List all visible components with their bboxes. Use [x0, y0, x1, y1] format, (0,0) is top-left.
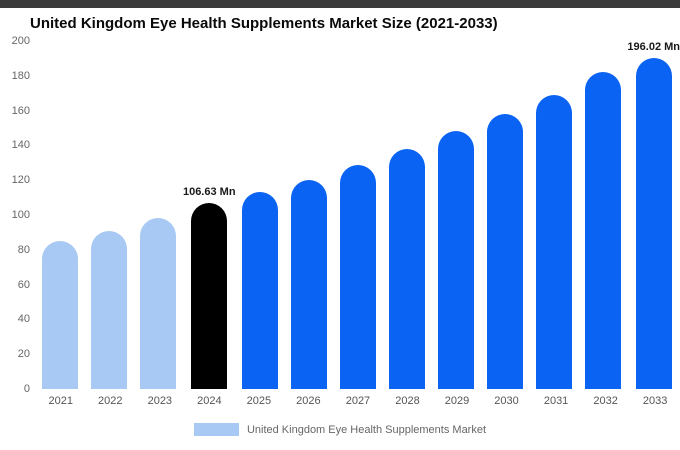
legend-label: United Kingdom Eye Health Supplements Ma…	[246, 423, 487, 436]
y-tick-label: 180	[11, 69, 30, 82]
bar-2026[interactable]	[291, 180, 328, 389]
y-tick-label: 120	[11, 174, 30, 187]
x-tick-label: 2032	[593, 395, 618, 407]
bar-2025[interactable]	[242, 192, 279, 389]
bar-slot	[578, 41, 627, 389]
chart-plot-area: 0 20 40 60 80 100 120 140 160 180 200 106.63 Mn 196…	[0, 35, 680, 395]
y-tick-label: 200	[11, 35, 30, 47]
bar-slot	[334, 41, 383, 389]
bar-slot	[134, 41, 183, 389]
y-tick-label: 60	[17, 278, 30, 291]
x-tick-label: 2029	[444, 395, 470, 407]
bar-value-label: 106.63 Mn	[182, 186, 236, 199]
y-tick-label: 0	[23, 383, 30, 395]
bar-series: 106.63 Mn 196.02 Mn	[36, 41, 680, 389]
bar-slot: 196.02 Mn	[627, 41, 680, 389]
bar-2032[interactable]	[584, 72, 621, 389]
bar-2030[interactable]	[486, 114, 523, 389]
bar-slot	[383, 41, 432, 389]
y-tick-label: 160	[11, 104, 30, 117]
x-tick-label: 2022	[98, 395, 123, 407]
legend-swatch-icon	[193, 423, 239, 436]
x-tick-label: 2026	[296, 395, 321, 407]
y-tick-label: 100	[11, 209, 30, 221]
bar-2028[interactable]	[388, 148, 425, 389]
bar-2031[interactable]	[535, 94, 572, 389]
bar-slot	[236, 41, 285, 389]
x-tick-label: 2025	[246, 395, 272, 407]
x-tick-label: 2033	[642, 395, 668, 407]
y-tick-label: 40	[17, 313, 30, 326]
bar-slot	[85, 41, 134, 389]
y-tick-label: 20	[17, 348, 30, 361]
bar-slot	[431, 41, 480, 389]
x-tick-label: 2030	[494, 395, 519, 407]
legend[interactable]: United Kingdom Eye Health Supplements Ma…	[0, 423, 680, 436]
x-tick-label: 2024	[197, 395, 222, 407]
bar-2021[interactable]	[42, 241, 79, 389]
x-tick-label: 2031	[543, 395, 569, 407]
y-axis: 0 20 40 60 80 100 120 140 160 180 200	[0, 35, 30, 395]
top-strip	[0, 0, 680, 8]
x-tick-label: 2021	[48, 395, 73, 407]
bar-2027[interactable]	[340, 164, 376, 389]
bar-2022[interactable]	[91, 230, 128, 389]
y-tick-label: 80	[17, 243, 30, 256]
bar-slot: 106.63 Mn	[183, 41, 236, 389]
bar-slot	[480, 41, 529, 389]
bar-2033[interactable]	[635, 58, 672, 389]
bar-2029[interactable]	[437, 131, 474, 389]
x-axis: 2021 2022 2023 2024 2025 2026 2027 2028 2029 2030…	[36, 395, 680, 407]
bar-2024[interactable]	[191, 203, 228, 389]
bar-slot	[529, 41, 578, 389]
x-tick-label: 2027	[345, 395, 371, 407]
bar-slot	[285, 41, 334, 389]
bar-2023[interactable]	[140, 218, 177, 389]
bar-slot	[36, 41, 85, 389]
x-tick-label: 2023	[147, 395, 173, 407]
x-tick-label: 2028	[395, 395, 420, 407]
bar-value-label: 196.02 Mn	[627, 41, 680, 53]
y-tick-label: 140	[11, 139, 30, 152]
chart-title: United Kingdom Eye Health Supplements Ma…	[30, 15, 498, 32]
